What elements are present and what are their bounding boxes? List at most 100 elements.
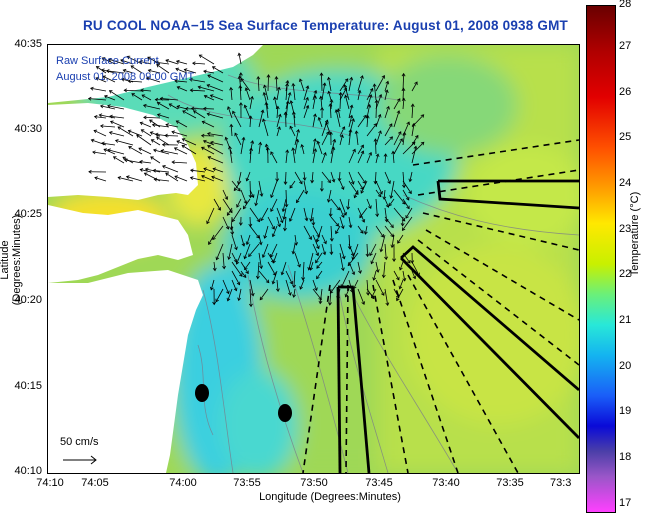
current-vector [128,146,143,155]
current-vector-head [279,219,284,224]
current-vector [123,69,134,74]
current-vector [182,138,197,146]
current-vector [212,66,224,74]
current-vector-head [149,131,154,135]
current-vector-head [183,68,188,73]
current-vector-head [391,150,396,155]
lon-tick: 73:55 [233,477,261,489]
current-vector [118,176,134,182]
current-vector [233,180,242,191]
current-vector-head [241,242,246,247]
current-vector-head [326,199,331,203]
land-mass [48,45,263,473]
current-vector-head [361,219,366,223]
current-vector [402,73,405,92]
current-vector [249,180,251,198]
current-vector-head [143,115,147,120]
current-vector [208,234,215,245]
current-vector [169,103,179,110]
current-vector-head [299,286,303,290]
current-vector-head [262,118,266,123]
current-vector-head [101,141,105,146]
current-vector [390,180,395,199]
current-vector-head [340,186,345,191]
current-vector-head [358,270,362,274]
current-vector-head [322,251,327,256]
current-vector-head [351,118,355,122]
current-vector [231,234,238,250]
current-vector [384,90,388,101]
current-vector [109,90,125,101]
current-vector-head [420,114,425,118]
current-vector [117,126,134,137]
current-vector-head [165,123,169,127]
current-vector [216,243,224,260]
current-vector-head [411,141,416,146]
current-vector-head [122,68,127,73]
current-vector [109,131,125,137]
current-vector [335,225,341,234]
current-vector [146,77,161,83]
current-vector [108,58,125,65]
current-vector-head [256,75,261,80]
current-vector-head [107,148,111,153]
current-vector-head [181,138,186,142]
current-vector [402,198,410,209]
current-vector [303,97,309,110]
current-vector-head [281,208,286,213]
current-vector [292,83,296,101]
current-vector-head [353,194,358,199]
current-vector [317,141,323,155]
current-vector-head [271,280,276,285]
current-vector-head [117,176,122,180]
current-vector-head [389,136,393,140]
current-vector [319,288,323,304]
lon-tick: 74:00 [169,477,197,489]
current-vector-head [350,181,355,185]
current-vector [227,106,233,119]
current-vector [348,115,353,128]
current-vector [240,270,247,278]
current-vector-head [207,155,212,160]
current-vector [270,180,278,198]
current-vector [339,216,344,229]
current-vector [294,139,299,155]
colorbar-label: Temperature (°C) [629,191,641,277]
current-vector [238,76,242,92]
current-vector [244,261,251,270]
current-vector [357,144,364,155]
current-vector [294,129,299,146]
current-vector [258,252,262,269]
current-vector-head [348,128,353,133]
current-vector [375,261,379,273]
current-vector [384,136,393,146]
current-vector-head [203,167,207,172]
current-vector [236,198,242,208]
current-vector [357,225,364,234]
current-vector-head [368,151,373,156]
current-vector-head [256,218,260,223]
current-vector [375,189,382,197]
current-vector-head [405,215,409,219]
current-vector-head [126,55,131,60]
current-vector-head [259,265,264,270]
current-vector-head [347,246,352,250]
current-vector [411,81,418,92]
current-vector-head [93,114,98,119]
current-vector-head [207,145,211,149]
current-vector-head [369,87,374,92]
current-vector [329,279,341,294]
current-vector [157,114,170,119]
current-vector-head [120,77,125,82]
current-vector [284,216,287,231]
current-vector [151,139,161,146]
current-vector-head [145,76,150,81]
current-vector-head [377,193,382,198]
current-vector-head [299,180,303,185]
current-vector-head [304,217,309,222]
current-vector-head [130,65,135,69]
current-vector [176,120,188,128]
current-vector-head [369,252,373,257]
current-vector-head [141,94,146,98]
current-vector [312,225,320,238]
